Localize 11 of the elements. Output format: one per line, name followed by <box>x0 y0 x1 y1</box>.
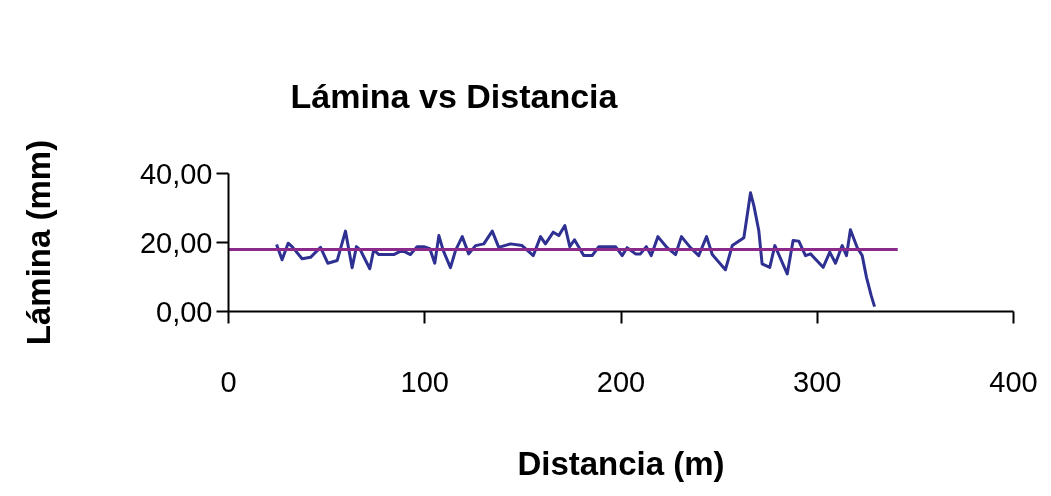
y-tick-label: 40,00 <box>139 157 213 190</box>
y-axis-title: Lámina (mm) <box>19 139 57 346</box>
x-axis-title: Distancia (m) <box>517 444 725 482</box>
y-tick-label: 20,00 <box>139 226 213 259</box>
x-tick-label: 300 <box>793 365 842 398</box>
x-tick-label: 200 <box>596 365 646 398</box>
x-tick-label: 0 <box>220 365 237 398</box>
x-tick-label: 100 <box>400 365 449 398</box>
x-tick-label: 400 <box>989 365 1038 398</box>
y-tick-label: 0,00 <box>156 295 213 328</box>
chart-title: Lámina vs Distancia <box>290 76 619 115</box>
